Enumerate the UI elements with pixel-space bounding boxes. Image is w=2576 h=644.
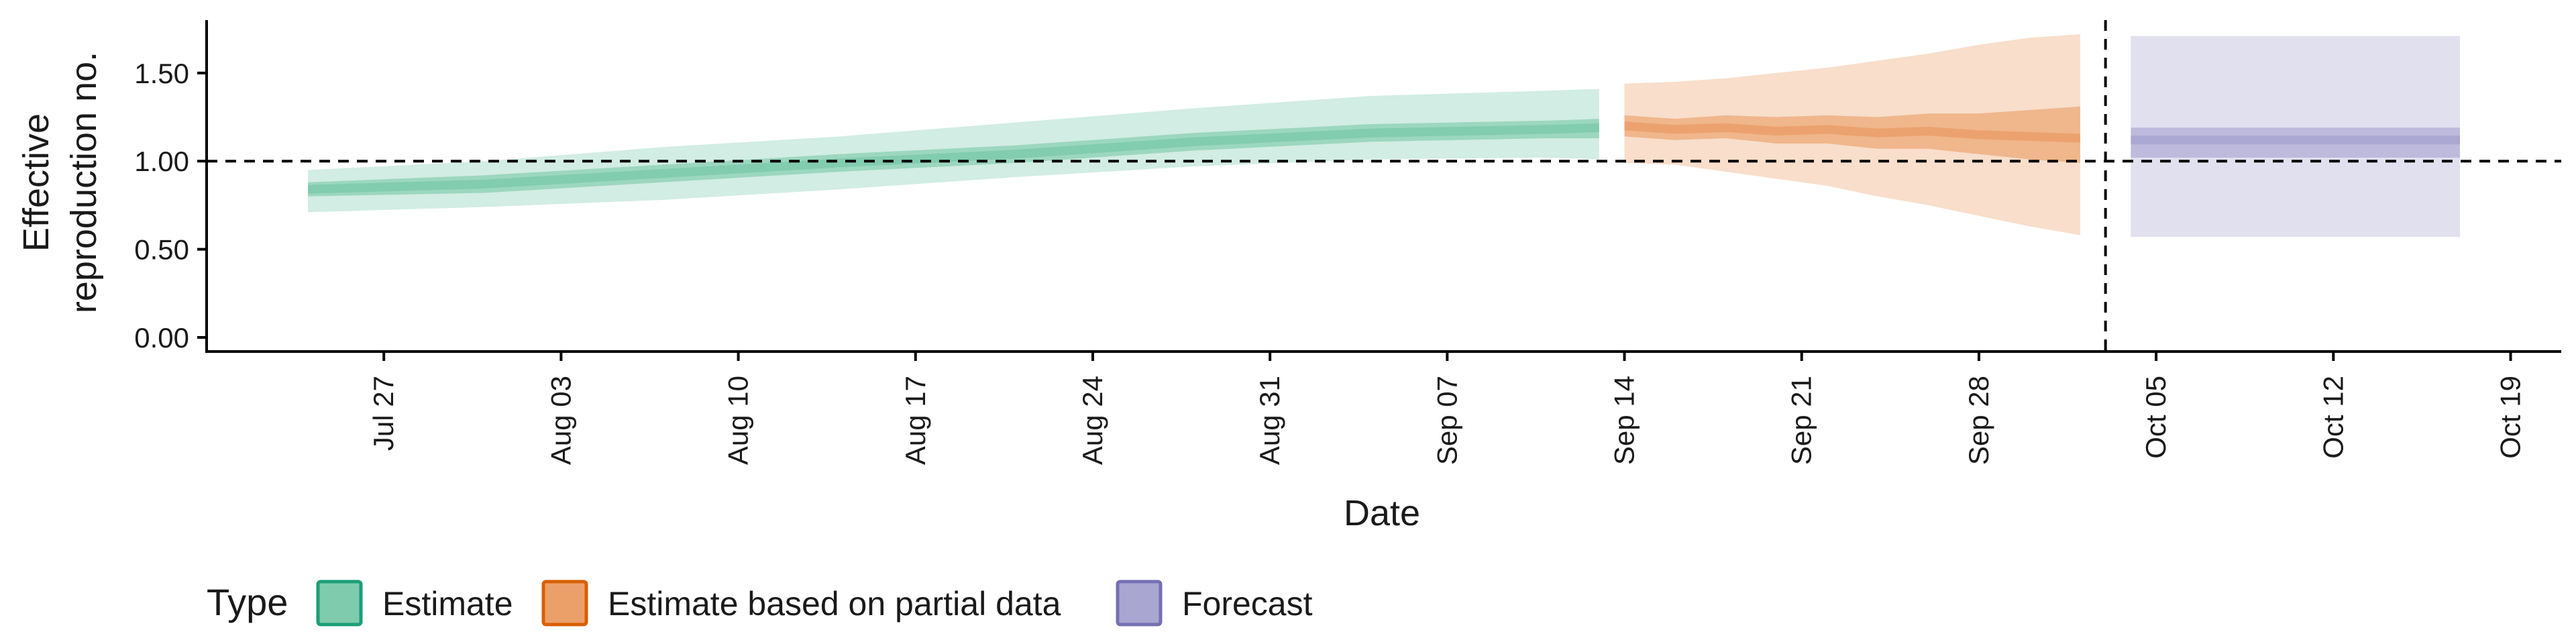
y-axis-title-line-1: Effective [16,113,56,252]
y-tick-label: 0.00 [134,322,189,354]
y-axis-title-line-2: reproduction no. [64,52,104,313]
legend-key-partial [541,580,588,627]
x-tick-label: Aug 03 [545,376,576,465]
x-tick-label: Oct 19 [2495,376,2526,459]
x-tick-label: Sep 07 [1431,376,1462,465]
legend-key-forecast [1116,580,1163,627]
forecast-median [2131,136,2460,145]
x-axis-title: Date [1344,493,1420,533]
reference-lines [207,20,2561,352]
legend-title: Type [207,581,288,623]
y-tick-label: 1.00 [134,146,189,177]
x-tick-label: Jul 27 [368,376,399,451]
x-tick-label: Aug 31 [1254,376,1285,465]
x-tick-label: Aug 24 [1077,376,1108,465]
bands-layer [308,34,2460,237]
legend: Type Estimate Estimate based on partial … [207,580,1313,627]
x-tick-label: Oct 05 [2140,376,2171,459]
axes [205,20,2561,353]
x-ticks: Jul 27 Aug 03 Aug 10 Aug 17 Aug 24 Aug 31 Sep … [368,352,2526,465]
y-tick-label: 1.50 [134,58,189,89]
legend-label-forecast: Forecast [1182,585,1313,623]
x-tick-label: Aug 17 [900,376,931,465]
y-ticks: 0.00 0.50 1.00 1.50 [134,58,207,354]
x-tick-label: Sep 14 [1609,376,1640,465]
legend-label-estimate: Estimate [382,585,513,623]
estimate-median [308,123,1599,194]
legend-label-partial: Estimate based on partial data [608,585,1061,623]
y-tick-label: 0.50 [134,234,189,266]
x-tick-label: Sep 21 [1786,376,1817,465]
x-tick-label: Oct 12 [2317,376,2349,459]
legend-key-estimate [316,580,363,627]
estimate-based-on-partial-data-median [1624,121,2080,143]
x-tick-label: Aug 10 [722,376,754,465]
x-tick-label: Sep 28 [1963,376,1994,465]
